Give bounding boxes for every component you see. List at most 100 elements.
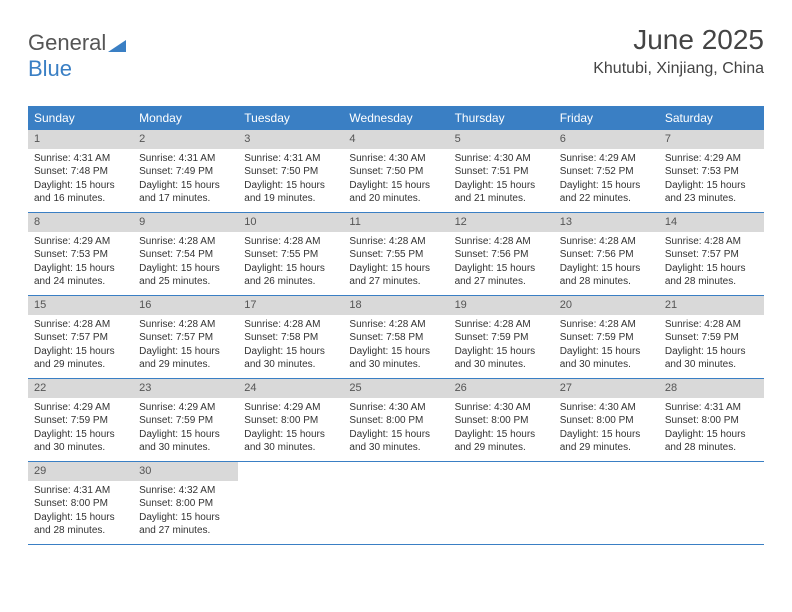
day-details: Sunrise: 4:32 AMSunset: 8:00 PMDaylight:… (133, 481, 238, 544)
sunrise-line: Sunrise: 4:28 AM (244, 235, 337, 249)
sunrise-line: Sunrise: 4:30 AM (455, 152, 548, 166)
daylight-line: Daylight: 15 hours and 30 minutes. (244, 428, 337, 455)
calendar-cell: 10Sunrise: 4:28 AMSunset: 7:55 PMDayligh… (238, 213, 343, 295)
day-details: Sunrise: 4:31 AMSunset: 8:00 PMDaylight:… (659, 398, 764, 461)
daylight-line: Daylight: 15 hours and 28 minutes. (665, 262, 758, 289)
day-details: Sunrise: 4:31 AMSunset: 7:49 PMDaylight:… (133, 149, 238, 212)
sunset-line: Sunset: 7:48 PM (34, 165, 127, 179)
day-number: 4 (343, 130, 448, 149)
day-details: Sunrise: 4:31 AMSunset: 7:48 PMDaylight:… (28, 149, 133, 212)
sunset-line: Sunset: 7:49 PM (139, 165, 232, 179)
day-number: 10 (238, 213, 343, 232)
daylight-line: Daylight: 15 hours and 17 minutes. (139, 179, 232, 206)
calendar: Sunday Monday Tuesday Wednesday Thursday… (28, 106, 764, 545)
sunset-line: Sunset: 7:57 PM (139, 331, 232, 345)
day-details: Sunrise: 4:29 AMSunset: 7:53 PMDaylight:… (659, 149, 764, 212)
calendar-cell: 30Sunrise: 4:32 AMSunset: 8:00 PMDayligh… (133, 462, 238, 544)
sunset-line: Sunset: 8:00 PM (139, 497, 232, 511)
sunset-line: Sunset: 8:00 PM (455, 414, 548, 428)
day-number: 19 (449, 296, 554, 315)
sunset-line: Sunset: 7:55 PM (349, 248, 442, 262)
day-number: 30 (133, 462, 238, 481)
day-header: Monday (133, 106, 238, 130)
calendar-cell: 4Sunrise: 4:30 AMSunset: 7:50 PMDaylight… (343, 130, 448, 212)
day-number: 17 (238, 296, 343, 315)
sunrise-line: Sunrise: 4:28 AM (139, 235, 232, 249)
daylight-line: Daylight: 15 hours and 19 minutes. (244, 179, 337, 206)
sunrise-line: Sunrise: 4:31 AM (34, 484, 127, 498)
day-number: 26 (449, 379, 554, 398)
day-details: Sunrise: 4:29 AMSunset: 7:59 PMDaylight:… (133, 398, 238, 461)
day-details: Sunrise: 4:30 AMSunset: 7:50 PMDaylight:… (343, 149, 448, 212)
daylight-line: Daylight: 15 hours and 29 minutes. (139, 345, 232, 372)
day-number: 18 (343, 296, 448, 315)
calendar-week: 15Sunrise: 4:28 AMSunset: 7:57 PMDayligh… (28, 296, 764, 379)
calendar-week: 1Sunrise: 4:31 AMSunset: 7:48 PMDaylight… (28, 130, 764, 213)
sunset-line: Sunset: 7:50 PM (349, 165, 442, 179)
daylight-line: Daylight: 15 hours and 30 minutes. (349, 345, 442, 372)
sunset-line: Sunset: 7:59 PM (34, 414, 127, 428)
daylight-line: Daylight: 15 hours and 27 minutes. (139, 511, 232, 538)
sunrise-line: Sunrise: 4:28 AM (139, 318, 232, 332)
sunrise-line: Sunrise: 4:31 AM (139, 152, 232, 166)
calendar-cell: 8Sunrise: 4:29 AMSunset: 7:53 PMDaylight… (28, 213, 133, 295)
calendar-cell: 26Sunrise: 4:30 AMSunset: 8:00 PMDayligh… (449, 379, 554, 461)
sunset-line: Sunset: 7:50 PM (244, 165, 337, 179)
calendar-cell: 16Sunrise: 4:28 AMSunset: 7:57 PMDayligh… (133, 296, 238, 378)
calendar-cell: 7Sunrise: 4:29 AMSunset: 7:53 PMDaylight… (659, 130, 764, 212)
sunrise-line: Sunrise: 4:31 AM (34, 152, 127, 166)
sunrise-line: Sunrise: 4:31 AM (665, 401, 758, 415)
day-details: Sunrise: 4:31 AMSunset: 7:50 PMDaylight:… (238, 149, 343, 212)
daylight-line: Daylight: 15 hours and 30 minutes. (34, 428, 127, 455)
day-number: 21 (659, 296, 764, 315)
day-number: 20 (554, 296, 659, 315)
sunset-line: Sunset: 7:51 PM (455, 165, 548, 179)
calendar-cell: 23Sunrise: 4:29 AMSunset: 7:59 PMDayligh… (133, 379, 238, 461)
sunrise-line: Sunrise: 4:32 AM (139, 484, 232, 498)
sunset-line: Sunset: 8:00 PM (665, 414, 758, 428)
sunset-line: Sunset: 8:00 PM (349, 414, 442, 428)
page-title: June 2025 (593, 24, 764, 56)
daylight-line: Daylight: 15 hours and 27 minutes. (455, 262, 548, 289)
day-details: Sunrise: 4:28 AMSunset: 7:56 PMDaylight:… (554, 232, 659, 295)
daylight-line: Daylight: 15 hours and 26 minutes. (244, 262, 337, 289)
sunrise-line: Sunrise: 4:28 AM (349, 235, 442, 249)
day-details: Sunrise: 4:28 AMSunset: 7:59 PMDaylight:… (554, 315, 659, 378)
calendar-cell: 21Sunrise: 4:28 AMSunset: 7:59 PMDayligh… (659, 296, 764, 378)
sunrise-line: Sunrise: 4:30 AM (349, 401, 442, 415)
sunset-line: Sunset: 8:00 PM (560, 414, 653, 428)
calendar-cell: 14Sunrise: 4:28 AMSunset: 7:57 PMDayligh… (659, 213, 764, 295)
day-number: 29 (28, 462, 133, 481)
logo: General Blue (28, 30, 126, 82)
day-number: 11 (343, 213, 448, 232)
calendar-cell-empty (554, 462, 659, 544)
sunrise-line: Sunrise: 4:28 AM (560, 235, 653, 249)
calendar-cell: 29Sunrise: 4:31 AMSunset: 8:00 PMDayligh… (28, 462, 133, 544)
daylight-line: Daylight: 15 hours and 24 minutes. (34, 262, 127, 289)
calendar-cell: 9Sunrise: 4:28 AMSunset: 7:54 PMDaylight… (133, 213, 238, 295)
daylight-line: Daylight: 15 hours and 28 minutes. (560, 262, 653, 289)
sunrise-line: Sunrise: 4:28 AM (349, 318, 442, 332)
calendar-cell: 6Sunrise: 4:29 AMSunset: 7:52 PMDaylight… (554, 130, 659, 212)
day-number: 28 (659, 379, 764, 398)
sunset-line: Sunset: 8:00 PM (34, 497, 127, 511)
day-header: Thursday (449, 106, 554, 130)
day-header: Saturday (659, 106, 764, 130)
page-subtitle: Khutubi, Xinjiang, China (593, 60, 764, 78)
calendar-cell-empty (449, 462, 554, 544)
daylight-line: Daylight: 15 hours and 22 minutes. (560, 179, 653, 206)
calendar-cell: 2Sunrise: 4:31 AMSunset: 7:49 PMDaylight… (133, 130, 238, 212)
sunset-line: Sunset: 7:58 PM (349, 331, 442, 345)
daylight-line: Daylight: 15 hours and 30 minutes. (244, 345, 337, 372)
calendar-cell: 18Sunrise: 4:28 AMSunset: 7:58 PMDayligh… (343, 296, 448, 378)
page-header: June 2025 Khutubi, Xinjiang, China (593, 24, 764, 78)
calendar-cell: 13Sunrise: 4:28 AMSunset: 7:56 PMDayligh… (554, 213, 659, 295)
day-number: 13 (554, 213, 659, 232)
sunset-line: Sunset: 7:57 PM (665, 248, 758, 262)
day-number: 2 (133, 130, 238, 149)
day-number: 15 (28, 296, 133, 315)
calendar-cell: 28Sunrise: 4:31 AMSunset: 8:00 PMDayligh… (659, 379, 764, 461)
sunset-line: Sunset: 8:00 PM (244, 414, 337, 428)
sunset-line: Sunset: 7:56 PM (455, 248, 548, 262)
day-details: Sunrise: 4:28 AMSunset: 7:58 PMDaylight:… (343, 315, 448, 378)
